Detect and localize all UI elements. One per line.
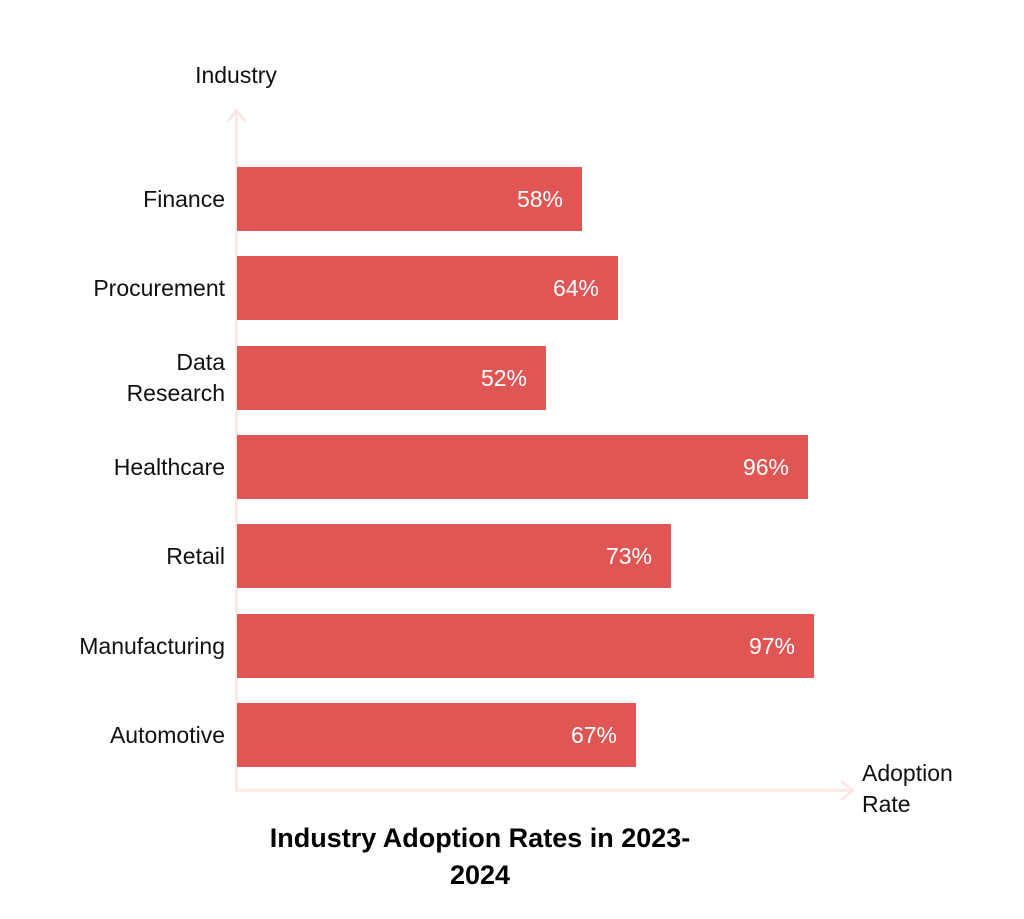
bar-value-label: 73%: [605, 542, 652, 569]
bar-value-label: 97%: [748, 632, 795, 659]
category-label: Manufacturing: [79, 632, 225, 659]
category-label: Retail: [166, 542, 225, 569]
category-label: Healthcare: [113, 453, 225, 480]
bar: 52%: [237, 346, 546, 410]
bar-value-label: 67%: [570, 721, 617, 748]
y-axis-title: Industry: [195, 62, 277, 88]
bar: 64%: [237, 256, 618, 320]
x-axis-arrow-icon: [840, 780, 855, 801]
category-label: Procurement: [93, 274, 225, 301]
bar: 97%: [237, 614, 814, 678]
x-axis-title: Adoption Rate: [862, 760, 953, 817]
bar-value-label: 52%: [480, 364, 527, 391]
bar: 73%: [237, 524, 671, 588]
bar: 96%: [237, 435, 808, 499]
category-label: Finance: [143, 185, 225, 212]
category-label: Data Research: [126, 349, 225, 406]
bar: 58%: [237, 167, 582, 231]
y-axis-arrow-icon: [226, 109, 247, 123]
category-label: Automotive: [109, 721, 225, 748]
bar-value-label: 64%: [552, 274, 599, 301]
chart-title: Industry Adoption Rates in 2023- 2024: [269, 823, 691, 890]
bar-value-label: 58%: [516, 185, 563, 212]
bar-value-label: 96%: [742, 453, 789, 480]
bar: 67%: [237, 703, 636, 767]
